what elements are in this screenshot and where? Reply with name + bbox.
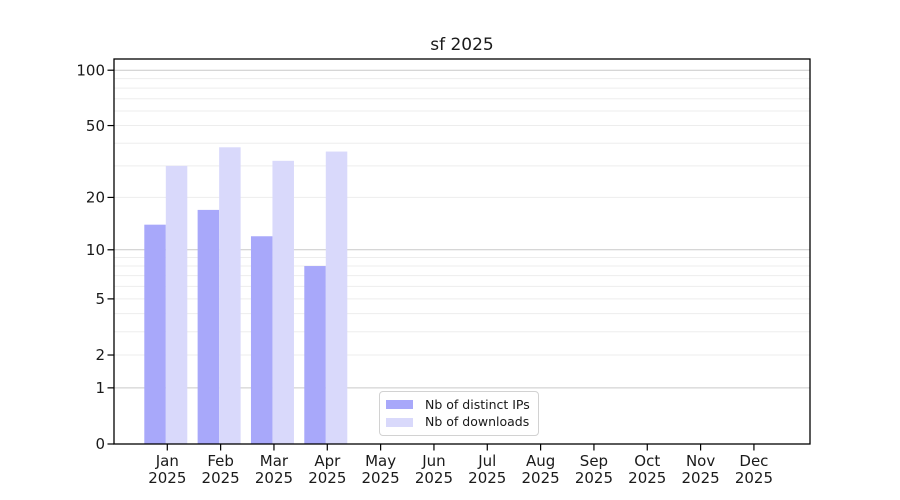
y-tick-label: 50: [86, 117, 105, 135]
bar-jan-downloads: [165, 165, 188, 444]
x-tick-label-month: Jul: [477, 452, 496, 470]
x-tick-label-month: Jun: [421, 452, 445, 470]
legend-entry-distinct-ips: Nb of distinct IPs: [386, 396, 532, 412]
x-tick-label-year: 2025: [255, 469, 293, 487]
y-tick-label: 100: [76, 61, 105, 79]
y-tick-label: 10: [86, 241, 105, 259]
x-tick-label-month: Feb: [207, 452, 234, 470]
x-tick-label-month: Dec: [739, 452, 768, 470]
legend-label-distinct-ips: Nb of distinct IPs: [425, 396, 530, 412]
chart-title: sf 2025: [430, 35, 494, 55]
x-tick-label-year: 2025: [362, 469, 400, 487]
legend-entry-downloads: Nb of downloads: [386, 414, 532, 429]
y-tick-label: 5: [95, 290, 105, 308]
x-tick-label-year: 2025: [308, 469, 346, 487]
y-tick-label: 0: [95, 435, 105, 453]
x-tick-label-year: 2025: [628, 469, 666, 487]
bar-mar-downloads: [272, 160, 294, 444]
legend-swatch-downloads-icon: [386, 417, 413, 427]
x-tick-label-month: Mar: [260, 452, 289, 470]
y-tick-label: 1: [95, 379, 105, 397]
x-tick-label-year: 2025: [522, 469, 560, 487]
x-tick-label-month: Oct: [634, 452, 660, 470]
bar-apr-downloads: [325, 151, 348, 445]
x-tick-label-year: 2025: [575, 469, 613, 487]
x-tick-label-month: May: [365, 452, 396, 470]
y-tick-label: 2: [95, 346, 105, 364]
bar-apr-distinct-ips: [304, 266, 326, 444]
x-tick-label-month: Aug: [526, 452, 555, 470]
bar-mar-distinct-ips: [250, 236, 273, 444]
bar-feb-distinct-ips: [197, 209, 220, 444]
x-tick-label-year: 2025: [682, 469, 720, 487]
x-tick-label-month: Sep: [580, 452, 608, 470]
legend: Nb of distinct IPs Nb of downloads: [379, 391, 539, 436]
bar-jan-distinct-ips: [144, 224, 166, 444]
y-tick-label: 20: [86, 189, 105, 207]
legend-label-downloads: Nb of downloads: [425, 414, 530, 429]
x-tick-label-year: 2025: [468, 469, 506, 487]
x-tick-label-year: 2025: [202, 469, 240, 487]
x-tick-label-month: Nov: [686, 452, 715, 470]
x-tick-label-month: Apr: [314, 452, 341, 470]
bar-feb-downloads: [219, 147, 241, 444]
plot-border: [113, 58, 811, 445]
x-tick-label-year: 2025: [735, 469, 773, 487]
legend-swatch-distinct-ips-icon: [386, 400, 413, 410]
x-tick-label-month: Jan: [155, 452, 179, 470]
x-tick-label-year: 2025: [415, 469, 453, 487]
x-tick-label-year: 2025: [148, 469, 186, 487]
